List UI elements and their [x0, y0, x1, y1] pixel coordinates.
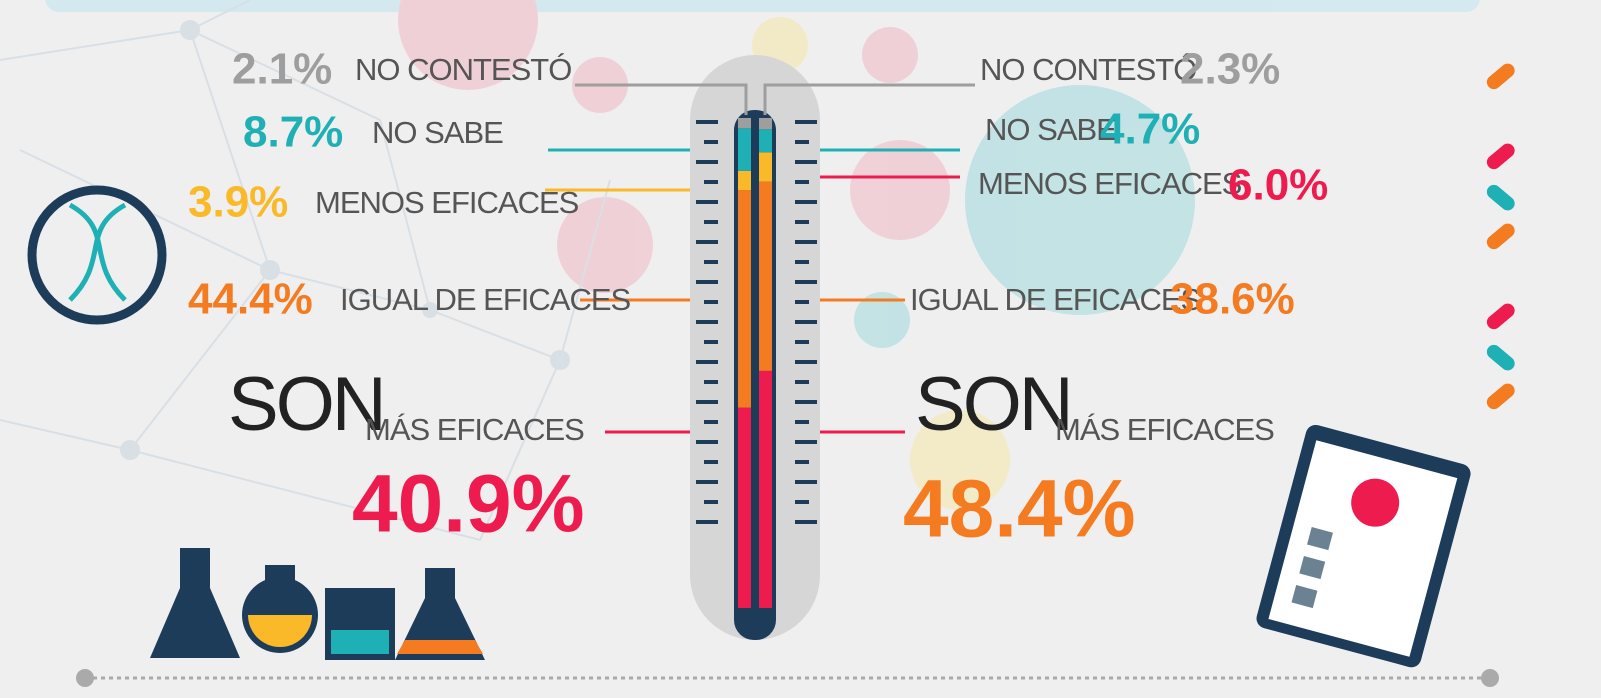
pills-decor: [1484, 61, 1518, 412]
series-name: MENOS EFICACES: [978, 166, 1242, 201]
scale-tick: [795, 440, 817, 444]
series-name: MENOS EFICACES: [315, 185, 579, 220]
scale-tick: [696, 320, 718, 324]
value-label: 4.7%: [1100, 105, 1200, 154]
value-label: 38.6%: [1170, 275, 1295, 324]
series-name: MÁS EFICACES: [365, 412, 584, 447]
series-name: IGUAL DE EFICACES: [910, 282, 1201, 317]
value-label: 6.0%: [1228, 161, 1328, 210]
infographic: 2.1% NO CONTESTÓ 8.7% NO SABE 3.9% MENOS…: [0, 0, 1601, 698]
scale-tick: [696, 360, 718, 364]
scale-tick: [704, 500, 718, 504]
series-name: IGUAL DE EFICACES: [340, 282, 631, 317]
scale-tick: [795, 340, 809, 344]
value-label: 2.3%: [1180, 45, 1280, 94]
scale-tick: [704, 180, 718, 184]
scale-tick: [795, 420, 809, 424]
value-label: 8.7%: [243, 108, 343, 157]
scale-tick: [704, 300, 718, 304]
bar-segment: [759, 152, 772, 181]
dna-icon: [32, 190, 162, 320]
series-name: NO CONTESTÓ: [980, 52, 1196, 87]
scale-tick: [704, 340, 718, 344]
prefix: SON: [228, 362, 384, 447]
scale-tick: [795, 300, 809, 304]
scale-tick: [696, 400, 718, 404]
value-label: 40.9%: [352, 459, 585, 550]
bar-segment: [759, 118, 772, 129]
bar-segment: [738, 408, 751, 608]
scale-tick: [704, 140, 718, 144]
bar-segment: [738, 128, 751, 171]
series-name: NO SABE: [985, 112, 1116, 147]
series-name: MÁS EFICACES: [1055, 412, 1274, 447]
scale-tick: [795, 460, 809, 464]
scale-tick: [795, 320, 817, 324]
scale-tick: [704, 220, 718, 224]
clipboard-icon: [1254, 423, 1473, 670]
value-label: 3.9%: [188, 178, 288, 227]
scale-tick: [704, 260, 718, 264]
scale-tick: [795, 520, 817, 524]
scale-tick: [696, 520, 718, 524]
scale-tick: [696, 480, 718, 484]
scale-tick: [795, 140, 809, 144]
scale-tick: [795, 400, 817, 404]
scale-tick: [696, 280, 718, 284]
scale-tick: [795, 480, 817, 484]
series-name: NO CONTESTÓ: [355, 52, 571, 87]
bar-segment: [738, 118, 751, 128]
scale-tick: [696, 240, 718, 244]
bar-segment: [759, 182, 772, 371]
scale-tick: [696, 120, 718, 124]
scale-tick: [795, 160, 817, 164]
value-label: 2.1%: [232, 45, 332, 94]
value-label: 44.4%: [188, 275, 313, 324]
bar-segment: [738, 190, 751, 408]
series-name: NO SABE: [372, 115, 503, 150]
bar-segment: [759, 371, 772, 608]
scale-tick: [795, 180, 809, 184]
divider-end: [76, 669, 94, 687]
scale-tick: [704, 420, 718, 424]
bar-segment: [738, 171, 751, 190]
scale-tick: [795, 500, 809, 504]
scale-tick: [795, 120, 817, 124]
scale-tick: [704, 380, 718, 384]
scale-tick: [696, 200, 718, 204]
scale-tick: [795, 200, 817, 204]
value-label: 48.4%: [903, 464, 1136, 555]
scale-tick: [696, 440, 718, 444]
scale-tick: [795, 220, 809, 224]
bar-segment: [759, 129, 772, 152]
scale-tick: [704, 460, 718, 464]
divider-end: [1481, 669, 1499, 687]
scale-tick: [795, 260, 809, 264]
flasks-icon: [150, 548, 485, 660]
scale-tick: [696, 160, 718, 164]
prefix: SON: [915, 362, 1071, 447]
scale-tick: [795, 280, 817, 284]
scale-tick: [795, 360, 817, 364]
scale-tick: [795, 380, 809, 384]
scale-tick: [795, 240, 817, 244]
